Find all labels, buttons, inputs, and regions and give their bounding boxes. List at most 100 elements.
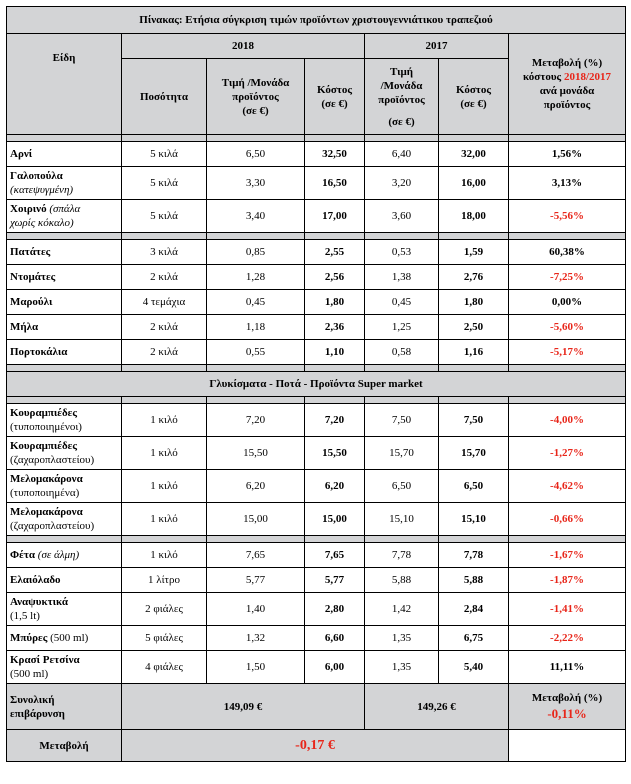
price-2017-cell: 15,70	[364, 436, 439, 470]
item-name-cell: Πατάτες	[6, 239, 122, 265]
group-separator	[6, 364, 627, 372]
cost-2017-cell: 6,50	[438, 469, 509, 503]
cost-2017-cell: 1,80	[438, 289, 509, 315]
quantity-cell: 4 τεμάχια	[121, 289, 207, 315]
item-name: Μελομακάρονα	[10, 473, 83, 485]
section-row: Γλυκίσματα - Ποτά - Προϊόντα Super marke…	[5, 371, 627, 397]
price-2018-cell: 5,77	[206, 567, 305, 593]
price-2018-cell: 15,00	[206, 502, 305, 536]
item-name: Κουραμπιέδες	[10, 440, 78, 452]
item-name-cell: Πορτοκάλια	[6, 339, 122, 365]
cost-2017-cell: 5,40	[438, 650, 509, 684]
quantity-cell: 5 κιλά	[121, 199, 207, 233]
item-name: Γαλοπούλα	[10, 170, 63, 182]
separator-cell	[438, 134, 509, 142]
item-subtitle: (ζαχαροπλαστείου)	[10, 454, 95, 466]
table-row: Πατάτες 3 κιλά 0,85 2,55 0,53 1,59 60,38%	[6, 239, 627, 265]
price-2017-cell: 1,35	[364, 650, 439, 684]
item-name-cell: Μήλα	[6, 314, 122, 340]
change-cell: -7,25%	[507, 264, 627, 290]
item-note-line2: χωρίς κόκαλο)	[10, 217, 74, 229]
cost-2018-cell: 5,77	[304, 567, 365, 593]
change-cell: -4,00%	[507, 403, 627, 437]
table-row: Αρνί 5 κιλά 6,50 32,50 6,40 32,00 1,56%	[6, 141, 627, 167]
price-2018-header: Τιμή /Μονάδα προϊόντος (σε €)	[206, 58, 305, 135]
separator-cell	[507, 535, 627, 543]
price-2017-cell: 15,10	[364, 502, 439, 536]
separator-cell	[438, 364, 509, 372]
separator-cell	[438, 535, 509, 543]
quantity-cell: 2 φιάλες	[121, 592, 207, 626]
price-2017-cell: 7,78	[364, 542, 439, 568]
item-note: (σπάλα	[49, 203, 81, 215]
price-2017-cell: 7,50	[364, 403, 439, 437]
item-name: Μπύρες	[10, 632, 48, 644]
items-header: Είδη	[6, 33, 122, 135]
price-2017-cell: 0,53	[364, 239, 439, 265]
cost-2018-cell: 6,20	[304, 469, 365, 503]
cost-2018-cell: 7,65	[304, 542, 365, 568]
cost-2018-cell: 17,00	[304, 199, 365, 233]
item-name-cell: Μελομακάρονα (ζαχαροπλαστείου)	[6, 502, 122, 536]
cost-2018-header-line1: Κόστος	[316, 83, 353, 96]
total-2018: 149,09 €	[121, 683, 365, 730]
price-2017-cell: 1,35	[364, 625, 439, 651]
cost-2018-cell: 2,36	[304, 314, 365, 340]
price-2018-cell: 1,40	[206, 592, 305, 626]
separator-cell	[304, 232, 365, 240]
item-name: Χοιρινό	[10, 203, 47, 215]
cost-2017-cell: 5,88	[438, 567, 509, 593]
cost-2017-cell: 2,76	[438, 264, 509, 290]
item-name-cell: Φέτα (σε άλμη)	[6, 542, 122, 568]
change-cell: -5,56%	[507, 199, 627, 233]
price-2018-cell: 7,20	[206, 403, 305, 437]
item-name: Πατάτες	[10, 246, 51, 258]
total-change-label: Μεταβολή (%)	[531, 691, 603, 704]
cost-2018-cell: 2,55	[304, 239, 365, 265]
price-2018-cell: 7,65	[206, 542, 305, 568]
separator-cell	[304, 364, 365, 372]
item-name: Αναψυκτικά	[10, 596, 68, 608]
cost-2018-cell: 1,10	[304, 339, 365, 365]
item-name: Ντομάτες	[10, 271, 56, 283]
price-2018-cell: 3,30	[206, 166, 305, 200]
separator-cell	[304, 535, 365, 543]
change-cell: -4,62%	[507, 469, 627, 503]
change-header-line2: κόστους	[523, 71, 562, 83]
price-2018-cell: 0,85	[206, 239, 305, 265]
item-name-cell: Αναψυκτικά (1,5 lt)	[6, 592, 122, 626]
price-2017-cell: 6,50	[364, 469, 439, 503]
item-subtitle: (1,5 lt)	[10, 610, 40, 622]
change-cell: -5,60%	[507, 314, 627, 340]
table-row: Μήλα 2 κιλά 1,18 2,36 1,25 2,50 -5,60%	[6, 314, 627, 340]
item-name: Μελομακάρονα	[10, 506, 83, 518]
change-cell: -1,87%	[507, 567, 627, 593]
item-name-inline: (500 ml)	[47, 632, 89, 644]
difference-value: -0,17 €	[121, 729, 509, 762]
item-subtitle: (500 ml)	[10, 668, 49, 680]
table-title: Πίνακας: Ετήσια σύγκριση τιμών προϊόντων…	[5, 6, 627, 34]
price-2017-cell: 1,38	[364, 264, 439, 290]
table-row: Μαρούλι 4 τεμάχια 0,45 1,80 0,45 1,80 0,00%	[6, 289, 627, 315]
difference-empty-cell	[507, 729, 627, 762]
item-subtitle: (τυποποιημένα)	[10, 487, 80, 499]
cost-2017-cell: 1,59	[438, 239, 509, 265]
quantity-cell: 5 κιλά	[121, 141, 207, 167]
item-subtitle: (τυποποιημένοι)	[10, 421, 82, 433]
separator-cell	[364, 396, 439, 404]
change-cell: -1,41%	[507, 592, 627, 626]
quantity-cell: 2 κιλά	[121, 264, 207, 290]
item-name: Φέτα	[10, 549, 36, 561]
cost-2017-cell: 1,16	[438, 339, 509, 365]
table-row: Μελομακάρονα (ζαχαροπλαστείου) 1 κιλό 15,00…	[6, 502, 627, 536]
separator-cell	[6, 396, 122, 404]
separator-cell	[507, 232, 627, 240]
item-name-cell: Μελομακάρονα (τυποποιημένα)	[6, 469, 122, 503]
separator-cell	[6, 134, 122, 142]
separator-cell	[304, 396, 365, 404]
table-row: Πορτοκάλια 2 κιλά 0,55 1,10 0,58 1,16 -5,17%	[6, 339, 627, 365]
group-separator	[6, 535, 627, 543]
separator-cell	[438, 396, 509, 404]
cost-2018-cell: 15,50	[304, 436, 365, 470]
table-row: Κουραμπιέδες (τυποποιημένοι) 1 κιλό 7,20 7,2…	[6, 403, 627, 437]
